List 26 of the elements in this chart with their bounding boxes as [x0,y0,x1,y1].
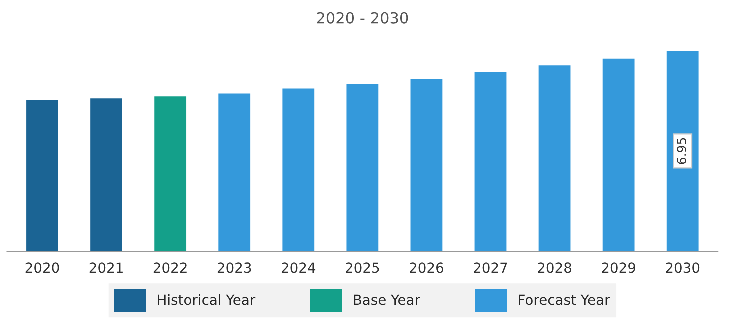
x-tick-label: 2028 [538,262,572,274]
x-tick-label: 2027 [474,262,508,274]
x-tick-label: 2026 [410,262,444,274]
bar [281,87,316,252]
legend-label: Historical Year [158,294,256,306]
x-tick-label: 2029 [602,262,636,274]
x-tick-label: 2024 [282,262,316,274]
bar [473,70,508,252]
x-tick-label: 2025 [346,262,380,274]
bar [601,58,636,252]
bar [89,97,124,252]
bar [25,99,60,252]
x-tick-label: 2021 [90,262,123,274]
x-tick-label: 2020 [26,262,60,274]
bar [345,82,380,252]
legend-label: Base Year [354,294,420,306]
bar [153,95,188,252]
chart-title: 2020 - 2030 [317,12,408,24]
x-tick-label: 2022 [154,262,187,274]
bar [537,64,572,252]
bar [217,92,252,252]
data-label: 6.95 [677,138,686,164]
bar [409,78,444,252]
x-tick-label: 2030 [666,262,700,274]
x-tick-label: 2023 [218,262,252,274]
legend-label: Forecast Year [519,294,610,306]
